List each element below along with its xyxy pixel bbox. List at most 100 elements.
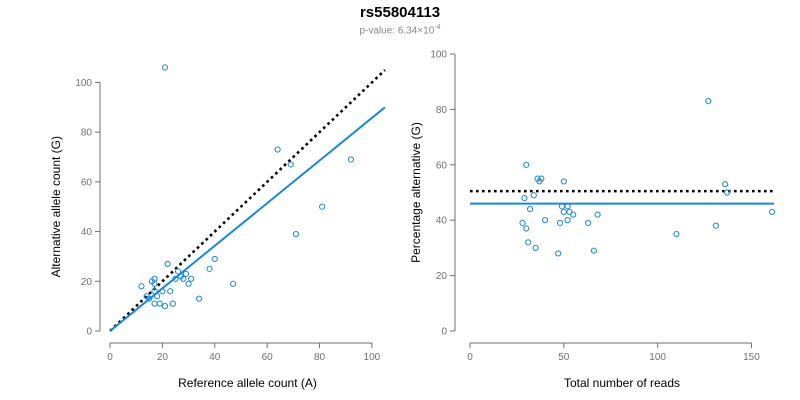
data-point <box>185 280 192 287</box>
data-point <box>159 288 166 295</box>
y-tick-label: 100 <box>75 78 92 89</box>
data-point <box>530 192 537 199</box>
data-point <box>151 300 158 307</box>
y-tick: 40 <box>81 227 100 238</box>
data-point <box>723 189 731 196</box>
x-tick-label: 40 <box>209 352 221 363</box>
x-tick: 20 <box>157 343 169 363</box>
x-tick: 150 <box>743 343 760 363</box>
data-point <box>287 161 294 168</box>
data-point <box>564 217 571 224</box>
data-point <box>154 293 161 300</box>
data-point <box>274 146 281 153</box>
x-tick-label: 0 <box>467 352 473 363</box>
x-axis-label: Reference allele count (A) <box>178 376 317 390</box>
data-point <box>523 225 530 232</box>
data-point <box>174 268 182 275</box>
y-tick: 40 <box>436 216 455 227</box>
y-tick-label: 0 <box>441 327 447 338</box>
data-point <box>564 203 571 210</box>
data-point <box>541 217 549 224</box>
x-tick-label: 60 <box>262 352 274 363</box>
data-point <box>590 247 597 254</box>
data-point <box>161 64 169 71</box>
y-tick-label: 60 <box>436 160 448 171</box>
y-tick-label: 60 <box>81 177 93 188</box>
data-point <box>538 175 545 182</box>
y-tick-label: 40 <box>436 216 448 227</box>
data-point <box>161 303 169 310</box>
y-tick-label: 20 <box>436 271 448 282</box>
x-tick-label: 100 <box>649 352 666 363</box>
data-point <box>560 178 567 185</box>
data-point <box>151 280 158 287</box>
data-point <box>156 300 163 307</box>
x-tick-label: 20 <box>157 352 169 363</box>
data-point <box>523 161 530 168</box>
data-point <box>705 97 712 105</box>
data-point <box>594 211 601 218</box>
y-tick-label: 20 <box>81 277 93 288</box>
y-tick: 20 <box>81 277 100 288</box>
data-point <box>521 194 528 202</box>
data-point <box>570 211 577 218</box>
y-tick: 100 <box>75 78 100 89</box>
y-tick-label: 100 <box>430 50 447 61</box>
data-point <box>585 219 592 227</box>
x-tick: 50 <box>558 343 570 363</box>
data-point <box>532 244 539 251</box>
y-tick: 100 <box>430 50 455 61</box>
y-tick: 80 <box>81 128 100 139</box>
data-point <box>151 288 158 295</box>
data-point <box>555 250 562 257</box>
y-tick: 20 <box>436 271 455 282</box>
data-point <box>347 156 355 163</box>
y-tick-label: 80 <box>81 128 93 139</box>
data-point <box>180 275 187 282</box>
y-tick: 0 <box>441 327 455 338</box>
x-tick: 100 <box>649 343 666 363</box>
x-tick: 0 <box>467 343 473 363</box>
p-value-subtitle: p-value: 6.34×10-4 <box>0 24 800 36</box>
chart-title: rs55804113 <box>359 4 441 21</box>
y-tick: 60 <box>81 177 100 188</box>
data-point <box>211 255 218 263</box>
data-point <box>526 206 534 213</box>
data-point <box>167 288 174 295</box>
data-point <box>673 230 680 238</box>
y-tick-label: 0 <box>86 327 92 338</box>
reference-dotted-line <box>109 69 386 332</box>
x-tick: 60 <box>262 343 274 363</box>
data-point <box>172 275 179 282</box>
data-point <box>525 239 532 246</box>
data-point <box>182 270 190 277</box>
p-value-exponent: -4 <box>434 24 441 31</box>
data-point <box>292 230 300 238</box>
data-point <box>195 295 203 302</box>
data-point <box>722 181 729 188</box>
y-axis-label: Alternative allele count (G) <box>49 136 63 277</box>
x-tick-label: 100 <box>364 352 381 363</box>
x-tick: 100 <box>364 343 381 363</box>
x-tick-label: 80 <box>314 352 326 363</box>
x-tick-label: 0 <box>107 352 113 363</box>
data-point <box>138 283 145 290</box>
y-axis-label: Percentage alternative (G) <box>409 122 423 263</box>
data-point <box>169 300 176 307</box>
x-tick-label: 50 <box>558 352 570 363</box>
data-point <box>146 295 153 302</box>
y-tick-label: 40 <box>81 227 93 238</box>
data-point <box>556 219 564 227</box>
y-tick-label: 80 <box>436 105 448 116</box>
x-tick: 80 <box>314 343 326 363</box>
y-tick: 80 <box>436 105 455 116</box>
y-tick: 0 <box>86 327 100 338</box>
data-point <box>164 260 171 267</box>
p-value-text: p-value: 6.34×10 <box>359 25 435 37</box>
data-point <box>560 208 567 215</box>
data-point <box>769 208 776 215</box>
data-point <box>712 222 719 229</box>
data-point <box>229 280 237 287</box>
right-scatter-panel: 0 50 100 150 0 20 40 60 80 100 Total number of rea… <box>409 50 776 390</box>
data-point <box>319 203 326 210</box>
